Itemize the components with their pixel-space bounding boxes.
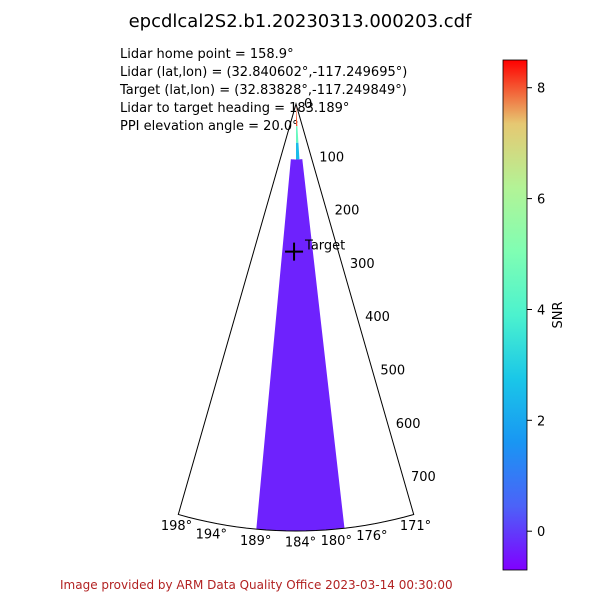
snr-field-near-band: [296, 126, 299, 143]
colorbar-tick-label: 4: [537, 304, 545, 319]
snr-field-near-band: [296, 142, 300, 160]
colorbar-gradient: [502, 59, 528, 571]
azimuth-tick-label: 180°: [321, 534, 352, 549]
snr-field-near-band: [296, 104, 298, 127]
range-tick-label: 200: [335, 204, 360, 219]
range-tick-label: 300: [350, 257, 375, 272]
annotation-lidar-latlon: Lidar (lat,lon) = (32.840602°,-117.24969…: [120, 65, 408, 80]
azimuth-tick-label: 189°: [240, 534, 271, 549]
range-tick-label: 400: [365, 310, 390, 325]
azimuth-tick-label: 194°: [196, 527, 227, 542]
annotation-target-latlon: Target (lat,lon) = (32.83828°,-117.24984…: [120, 83, 407, 98]
range-tick-label: 100: [319, 150, 344, 165]
colorbar-tick-label: 8: [537, 82, 545, 97]
footer-credit: Image provided by ARM Data Quality Offic…: [60, 578, 453, 592]
target-label: Target: [304, 239, 345, 254]
snr-field-main: [256, 159, 345, 531]
range-tick-label: 0: [304, 97, 312, 112]
colorbar-tick-label: 2: [537, 414, 545, 429]
azimuth-tick-label: 184°: [285, 536, 316, 551]
annotation-heading: Lidar to target heading = 183.189°: [120, 101, 350, 116]
chart-title: epcdlcal2S2.b1.20230313.000203.cdf: [128, 11, 472, 32]
azimuth-tick-label: 176°: [356, 529, 387, 544]
range-tick-label: 700: [411, 470, 436, 485]
annotation-home-point: Lidar home point = 158.9°: [120, 47, 294, 62]
ppi-wedge-outline: [177, 102, 415, 532]
annotation-elevation: PPI elevation angle = 20.0°: [120, 119, 299, 134]
azimuth-tick-label: 171°: [400, 519, 431, 534]
colorbar-tick-label: 6: [537, 193, 545, 208]
azimuth-tick-label: 198°: [161, 519, 192, 534]
target-marker: [285, 242, 304, 261]
colorbar: SNR 0 2 4 6 8: [502, 59, 566, 571]
ppi-wedge-layer: 0 100 200 300 400 500 600 700 198° 194° 189° 184° 18…: [161, 97, 436, 551]
colorbar-label: SNR: [551, 301, 566, 328]
range-tick-label: 600: [396, 417, 421, 432]
range-tick-label: 500: [380, 364, 405, 379]
colorbar-tick-label: 0: [537, 525, 545, 540]
